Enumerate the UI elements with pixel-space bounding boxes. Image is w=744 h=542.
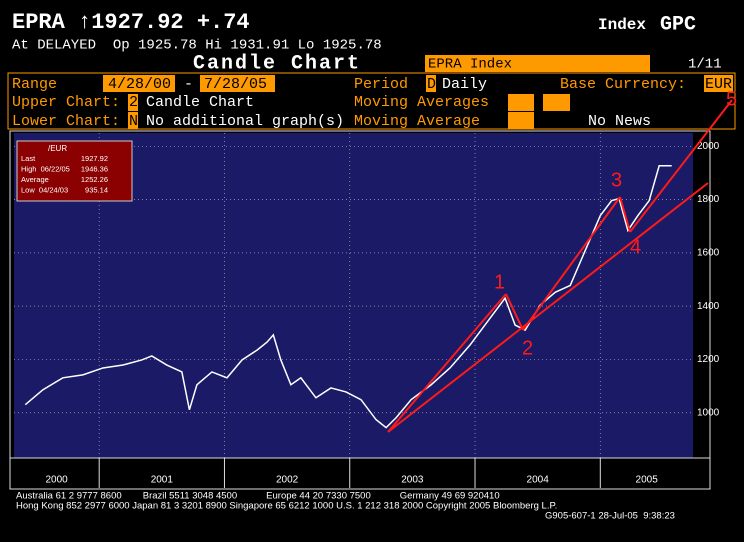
label: Moving Average	[354, 113, 480, 130]
page-number: 1/11	[688, 57, 722, 73]
label: Period	[354, 76, 408, 93]
trend-lines	[387, 99, 733, 433]
delayed: At DELAYED Op 1925.78 Hi 1931.91 Lo 1925…	[12, 38, 382, 54]
legend-label: High 06/22/05	[21, 164, 70, 173]
value: No additional graph(s)	[146, 113, 344, 130]
field	[543, 94, 570, 111]
value: D	[427, 76, 436, 93]
label: Moving Averages	[354, 94, 489, 111]
label: Upper Chart:	[12, 94, 120, 111]
annotation: 2	[522, 337, 533, 359]
x-tick-label: 2005	[636, 475, 659, 486]
value: 4/28/00	[108, 76, 171, 93]
legend-label: Average	[21, 175, 49, 184]
footer: Australia 61 2 9777 8600 Brazil 5511 304…	[16, 491, 675, 522]
label: Base Currency:	[560, 76, 686, 93]
legend-rows: Last 1927.92 High 06/22/05 1946.36 Average 12…	[21, 154, 108, 195]
x-tick-label: 2003	[401, 475, 424, 486]
legend-label: Last	[21, 154, 36, 163]
value: 2	[129, 94, 138, 111]
legend-value: 935.14	[85, 185, 108, 194]
x-tick-label: 2004	[527, 475, 550, 486]
x-tick-label: 2000	[45, 475, 68, 486]
screen-title: Candle Chart	[193, 52, 361, 75]
trend-line	[505, 293, 524, 331]
legend-title: /EUR	[48, 144, 67, 153]
value: Candle Chart	[146, 94, 254, 111]
footer-line: G905-607-1 28-Jul-05 9:38:23	[545, 511, 675, 522]
value: N	[129, 113, 138, 130]
label: Lower Chart:	[12, 113, 120, 130]
legend-label: Low 04/24/03	[21, 185, 68, 194]
trend-line	[522, 196, 621, 331]
field	[704, 75, 733, 92]
annotation: 5	[726, 88, 737, 110]
value: Daily	[442, 76, 487, 93]
price-line	[24, 165, 672, 429]
annotations: 1 2 3 4 5	[494, 88, 737, 359]
value: EUR	[705, 76, 732, 93]
field	[200, 75, 275, 92]
security: EPRA Index	[428, 57, 512, 73]
index: Index	[598, 16, 646, 34]
settings: Range 4/28/00 - 7/28/05 Period D Daily B…	[12, 75, 733, 130]
legend-frame	[16, 140, 133, 202]
value: 7/28/05	[204, 76, 267, 93]
separator: -	[184, 76, 193, 93]
field	[128, 112, 138, 129]
field	[103, 75, 175, 92]
field	[128, 94, 138, 111]
trend-line	[619, 196, 631, 233]
legend-value: 1252.26	[81, 175, 108, 184]
settings-frame	[7, 72, 736, 130]
y-tick-label: 1400	[697, 301, 720, 312]
field	[426, 75, 436, 92]
trend-line	[387, 182, 709, 433]
label: Range	[12, 76, 57, 93]
plot: 1000 1200 1400 1600 1800 2000 2000 2001 2002 2003…	[10, 133, 720, 488]
x-tick-label: 2002	[276, 475, 299, 486]
function: GPC	[660, 13, 696, 36]
security-box	[425, 55, 650, 72]
y-tick-label: 1800	[697, 194, 720, 205]
field	[508, 94, 534, 111]
y-tick-label: 2000	[697, 141, 720, 152]
news: No News	[588, 113, 651, 130]
footer-line: Hong Kong 852 2977 6000 Japan 81 3 3201 …	[16, 501, 557, 512]
trend-line	[387, 293, 507, 433]
annotation: 3	[611, 169, 622, 191]
x-tick-label: 2001	[151, 475, 174, 486]
y-tick-label: 1600	[697, 248, 720, 259]
field	[508, 112, 534, 129]
y-tick-label: 1000	[697, 407, 720, 418]
annotation: 4	[630, 236, 641, 258]
trend-line	[629, 99, 733, 233]
quote: EPRA ↑1927.92 +.74	[12, 10, 250, 35]
footer-line: Australia 61 2 9777 8600 Brazil 5511 304…	[16, 491, 500, 502]
legend-value: 1946.36	[81, 164, 108, 173]
legend-box: /EUR Last 1927.92 High 06/22/05 1946.36 Aver…	[16, 140, 133, 202]
legend-value: 1927.92	[81, 154, 108, 163]
annotation: 1	[494, 271, 505, 293]
y-tick-label: 1200	[697, 354, 720, 365]
